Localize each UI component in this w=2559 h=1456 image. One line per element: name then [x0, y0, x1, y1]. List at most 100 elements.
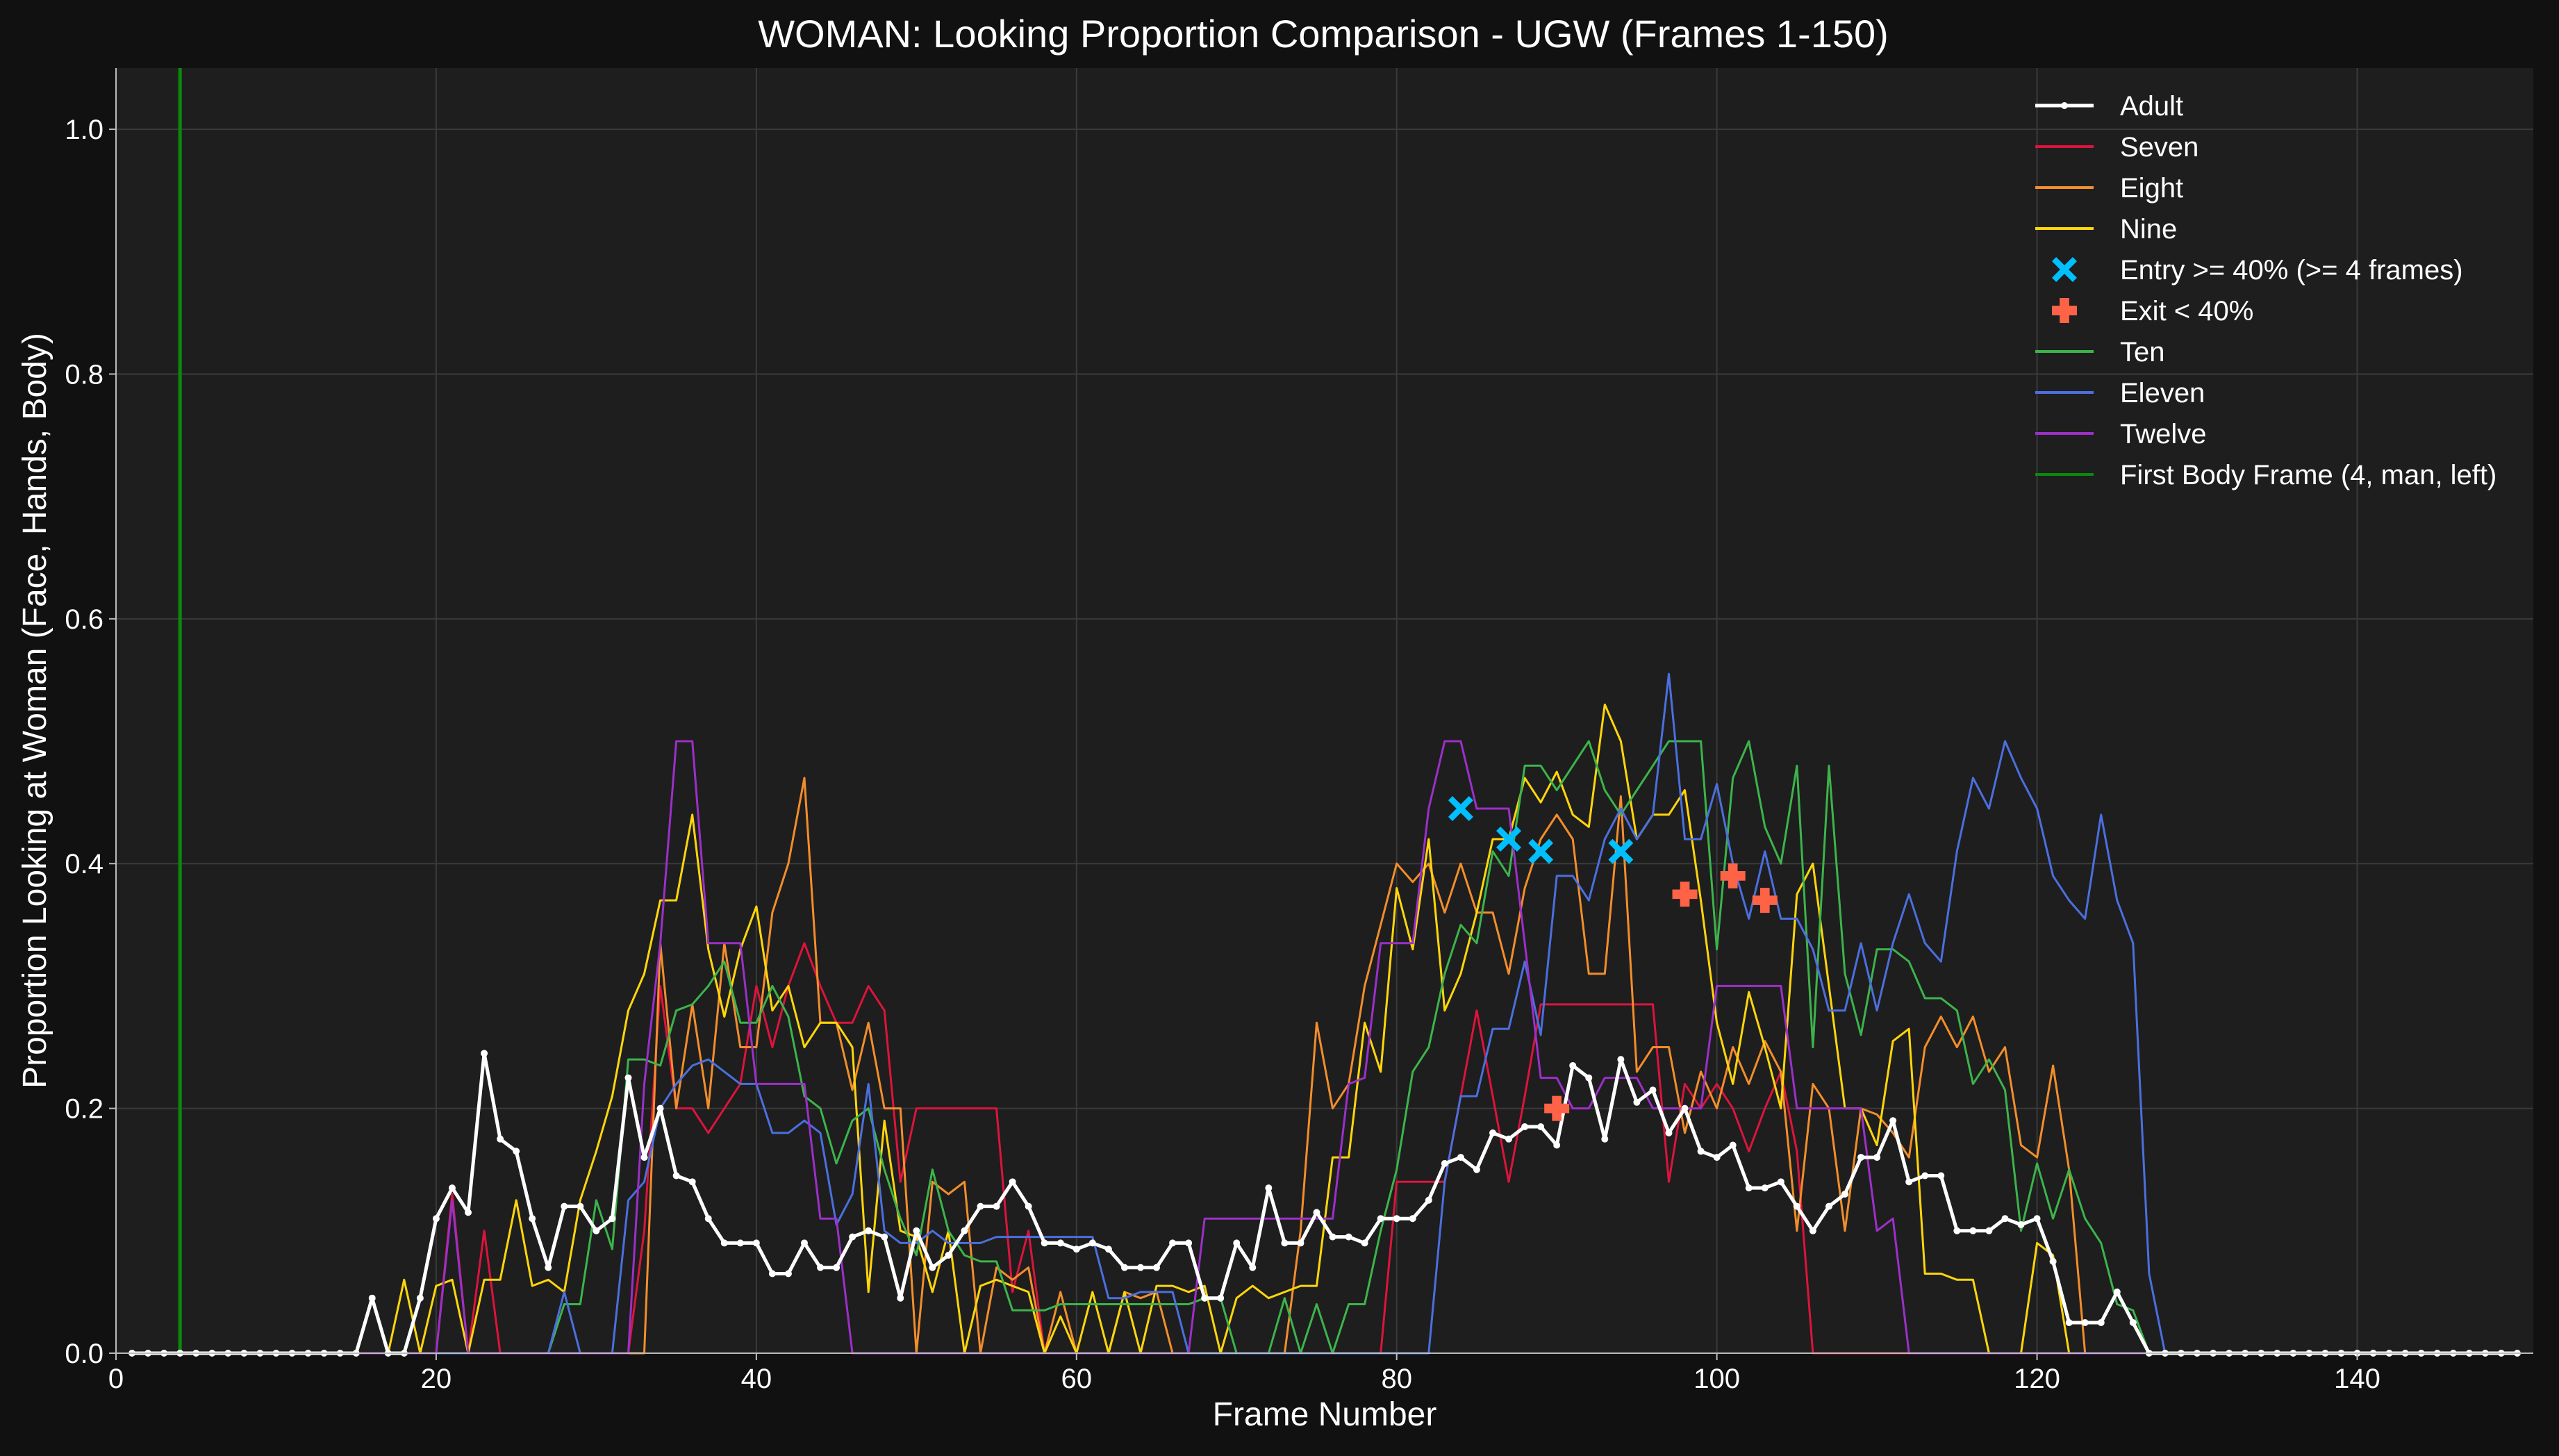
series-adult-point	[1136, 1264, 1144, 1271]
series-adult-point	[1921, 1172, 1929, 1180]
series-adult-point	[1297, 1239, 1305, 1247]
series-adult-point	[1409, 1215, 1416, 1223]
chart-title: WOMAN: Looking Proportion Comparison - U…	[758, 12, 1889, 56]
series-adult-point	[1841, 1190, 1849, 1198]
series-adult-point	[2017, 1221, 2025, 1228]
series-adult-point	[465, 1209, 472, 1216]
legend-eleven-label: Eleven	[2120, 378, 2205, 408]
legend-entry-40-4-frames-swatch	[2052, 257, 2077, 282]
series-adult-point	[656, 1105, 664, 1112]
series-adult-point	[768, 1270, 776, 1277]
series-adult-point	[2129, 1318, 2137, 1326]
legend-exit-40-swatch	[2052, 298, 2077, 323]
series-adult-point	[1585, 1074, 1593, 1082]
series-ten-line	[132, 740, 2517, 1355]
series-adult-point	[2001, 1215, 2009, 1223]
series-adult-point	[929, 1264, 936, 1271]
series-adult-point	[1313, 1209, 1320, 1216]
entry-marker	[1448, 795, 1473, 821]
series-adult-point	[1329, 1233, 1336, 1241]
series-adult-point	[1713, 1154, 1721, 1161]
series-adult-point	[1041, 1239, 1048, 1247]
series-adult-point	[1681, 1105, 1689, 1112]
series-adult-point	[2049, 1257, 2057, 1265]
legend-twelve-label: Twelve	[2120, 419, 2207, 449]
y-tick-label: 0.8	[65, 359, 103, 390]
y-tick-label: 0.2	[65, 1094, 103, 1125]
series-adult-point	[1249, 1264, 1257, 1271]
series-adult-point	[961, 1227, 968, 1234]
series-seven-line	[132, 942, 2517, 1355]
exit-marker	[1544, 1095, 1570, 1121]
series-adult-point	[1025, 1202, 1032, 1210]
series-adult-point	[640, 1154, 648, 1161]
x-tick-label: 80	[1381, 1364, 1412, 1394]
x-tick-label: 60	[1061, 1364, 1093, 1394]
series-adult-point	[545, 1264, 552, 1271]
grid	[116, 68, 2533, 1353]
entry-marker	[1528, 838, 1554, 864]
series-adult-point	[2097, 1318, 2105, 1326]
exit-marker	[1672, 882, 1698, 907]
series-adult-point	[881, 1233, 888, 1241]
series-adult-point	[1953, 1227, 1961, 1234]
series-adult-point	[497, 1135, 504, 1143]
legend-exit-40-label: Exit < 40%	[2120, 296, 2253, 326]
series-adult-point	[1169, 1239, 1177, 1247]
series-adult-point	[1345, 1233, 1352, 1241]
series-adult-point	[1985, 1227, 1993, 1234]
x-tick-label: 0	[108, 1364, 124, 1394]
series-adult-point	[2113, 1288, 2121, 1296]
series-adult-point	[1361, 1239, 1368, 1247]
series-adult-point	[1009, 1178, 1016, 1186]
series-adult-point	[561, 1202, 568, 1210]
series-adult-point	[1553, 1141, 1561, 1149]
series-adult-point	[849, 1233, 856, 1241]
series-adult-point	[817, 1264, 825, 1271]
series-eleven-line	[132, 672, 2517, 1355]
legend: Adult Seven Eight Nine Entry >= 40% (>= 4 fr…	[2035, 91, 2496, 490]
series-adult-point	[2033, 1215, 2041, 1223]
y-tick-label: 1.0	[65, 115, 103, 145]
series-adult-point	[1185, 1239, 1193, 1247]
series-adult-point	[1777, 1178, 1784, 1186]
series-adult-point	[1969, 1227, 1977, 1234]
legend-ten-label: Ten	[2120, 337, 2165, 367]
series-adult-point	[593, 1227, 600, 1234]
legend-adult-swatch-marker	[2061, 102, 2068, 109]
series-adult-point	[529, 1215, 536, 1223]
series-adult-point	[624, 1074, 632, 1082]
series-adult-point	[1441, 1159, 1448, 1167]
series-adult-point	[1377, 1215, 1384, 1223]
series-adult-point	[720, 1239, 728, 1247]
series-adult-point	[2081, 1318, 2089, 1326]
x-tick-label: 20	[421, 1364, 452, 1394]
series-adult-point	[1889, 1117, 1897, 1125]
exit-marker	[1720, 863, 1746, 888]
y-tick-label: 0.6	[65, 604, 103, 635]
series-adult-point	[800, 1239, 808, 1247]
legend-adult-label: Adult	[2120, 91, 2183, 122]
y-axis-label: Proportion Looking at Woman (Face, Hands…	[17, 333, 53, 1089]
series-adult-point	[1217, 1294, 1225, 1302]
series-adult-point	[1153, 1264, 1161, 1271]
x-tick-label: 40	[741, 1364, 772, 1394]
series-adult-point	[481, 1050, 488, 1057]
series-adult-point	[1505, 1135, 1513, 1143]
series-adult-point	[1489, 1129, 1496, 1136]
series-adult-point	[1617, 1056, 1625, 1064]
series-adult-point	[1393, 1215, 1400, 1223]
series-adult-point	[784, 1270, 792, 1277]
series-adult-point	[752, 1239, 760, 1247]
x-tick-label: 140	[2334, 1364, 2380, 1394]
series-adult-point	[1649, 1086, 1657, 1094]
legend-seven-label: Seven	[2120, 132, 2198, 163]
series-adult-point	[913, 1227, 920, 1234]
series-adult-point	[672, 1172, 680, 1180]
series-adult-point	[1825, 1202, 1832, 1210]
series-adult-point	[865, 1227, 872, 1234]
exit-marker	[1752, 888, 1778, 913]
series-adult-point	[833, 1264, 840, 1271]
series-adult-point	[1601, 1135, 1609, 1143]
